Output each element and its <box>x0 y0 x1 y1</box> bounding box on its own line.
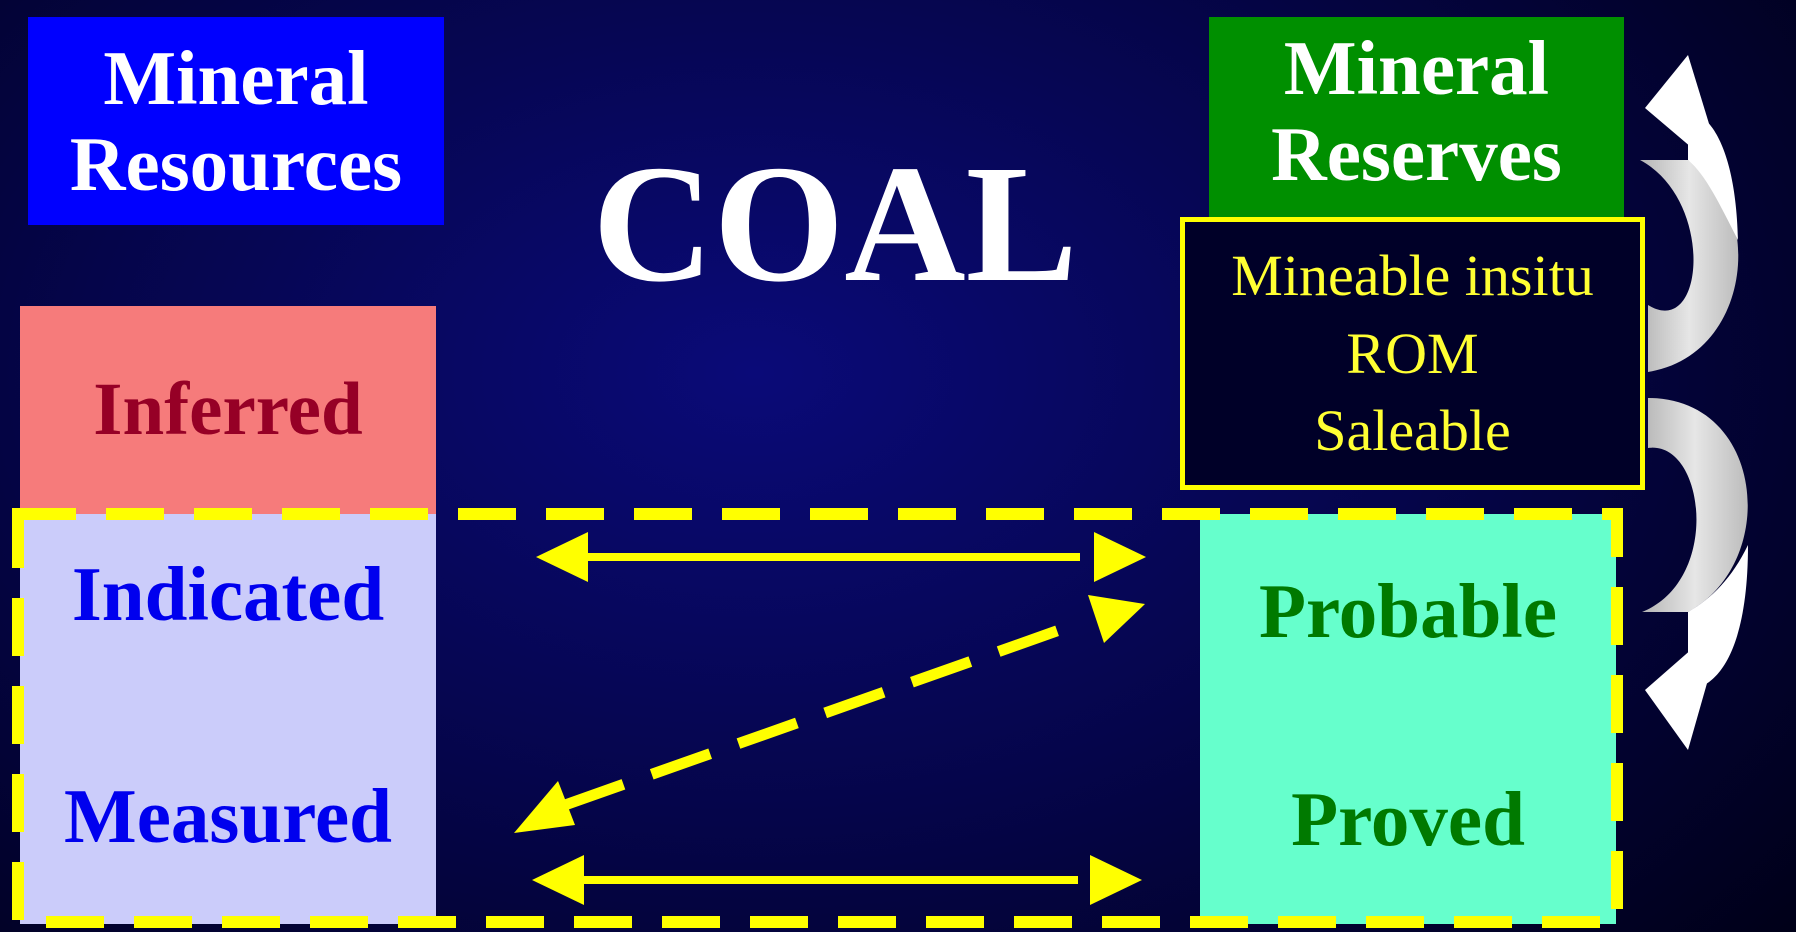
indicated-measured-box <box>20 514 436 924</box>
indicated-label: Indicated <box>71 551 385 637</box>
mineral-reserves-line2: Reserves <box>1271 111 1562 198</box>
mineral-resources-line1: Mineral <box>103 34 369 121</box>
mineable-insitu-label: Mineable insitu <box>1231 243 1594 309</box>
probable-proved-box <box>1200 514 1616 924</box>
measured-probable-dashed-arrow <box>514 595 1145 833</box>
curved-down-arrow-icon <box>1642 398 1748 750</box>
curved-up-arrow-icon <box>1640 55 1739 372</box>
mineral-reserves-line1: Mineral <box>1283 25 1550 111</box>
saleable-label: Saleable <box>1314 397 1511 463</box>
reporting-boundary-dashed-outline <box>12 508 1623 928</box>
proved-label: Proved <box>1291 776 1525 862</box>
inferred-box: Inferred <box>20 306 436 514</box>
rom-label: ROM <box>1346 320 1479 386</box>
mineral-resources-box: Mineral Resources <box>28 17 444 225</box>
mineral-reserves-box: Mineral Reserves <box>1209 17 1624 223</box>
mineral-resources-line2: Resources <box>69 121 403 207</box>
measured-proved-arrow <box>532 855 1142 905</box>
probable-label: Probable <box>1258 568 1558 654</box>
measured-label: Measured <box>64 773 392 859</box>
indicated-probable-arrow <box>536 532 1146 582</box>
coal-title: COAL <box>592 131 1078 317</box>
inferred-label: Inferred <box>93 368 363 451</box>
mining-stages-box: Mineable insitu ROM Saleable <box>1180 217 1645 490</box>
